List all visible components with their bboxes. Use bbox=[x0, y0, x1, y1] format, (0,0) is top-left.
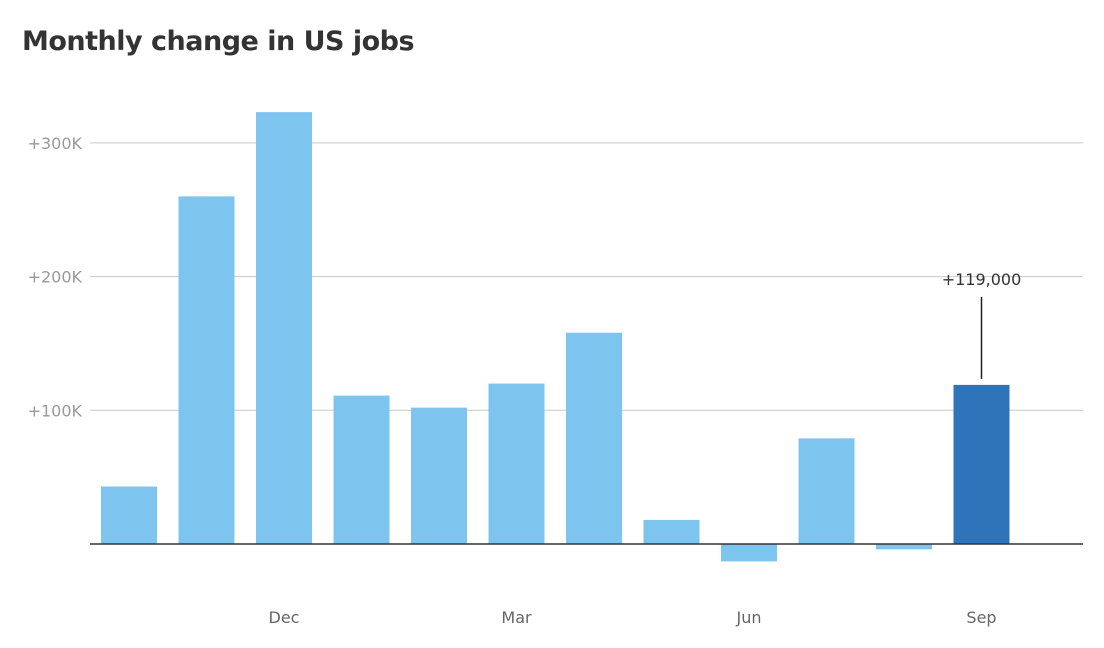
bar-jul bbox=[798, 438, 855, 544]
bar-jun bbox=[721, 544, 777, 562]
bar-jan bbox=[333, 395, 390, 544]
bar-apr bbox=[566, 332, 622, 544]
bar-dec bbox=[256, 112, 312, 545]
y-tick-label: +200K bbox=[28, 268, 83, 287]
bar-aug bbox=[876, 544, 932, 550]
bar-feb bbox=[411, 407, 467, 544]
x-tick-label: Jun bbox=[736, 608, 762, 627]
x-tick-label: Mar bbox=[501, 608, 532, 627]
bar-oct bbox=[101, 486, 157, 544]
bar-mar bbox=[488, 383, 545, 544]
y-tick-label: +100K bbox=[28, 401, 83, 420]
annotation-label: +119,000 bbox=[942, 270, 1022, 289]
chart-title: Monthly change in US jobs bbox=[22, 26, 415, 57]
bar-may bbox=[643, 519, 700, 544]
bar-nov bbox=[178, 196, 235, 544]
bar-sep bbox=[953, 384, 1010, 544]
y-tick-label: +300K bbox=[28, 134, 83, 153]
x-tick-label: Dec bbox=[269, 608, 300, 627]
x-tick-label: Sep bbox=[966, 608, 996, 627]
